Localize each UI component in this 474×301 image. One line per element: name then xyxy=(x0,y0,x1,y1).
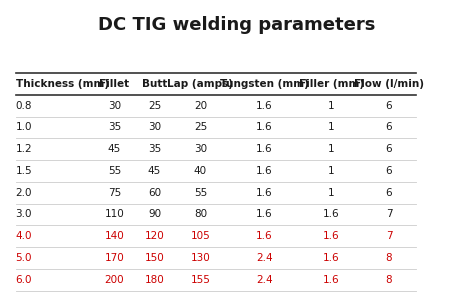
Text: 8: 8 xyxy=(386,253,392,263)
Text: Filler (mm): Filler (mm) xyxy=(299,79,364,89)
Text: Butt: Butt xyxy=(142,79,167,89)
Text: 6: 6 xyxy=(386,123,392,132)
Text: Fillet: Fillet xyxy=(100,79,129,89)
Text: 7: 7 xyxy=(386,231,392,241)
Text: Flow (l/min): Flow (l/min) xyxy=(354,79,424,89)
Text: 60: 60 xyxy=(148,188,161,198)
Text: 90: 90 xyxy=(148,209,161,219)
Text: 1.0: 1.0 xyxy=(16,123,32,132)
Text: 200: 200 xyxy=(105,275,124,285)
Text: 2.4: 2.4 xyxy=(256,275,273,285)
Text: 6: 6 xyxy=(386,188,392,198)
Text: 1.6: 1.6 xyxy=(256,166,273,176)
Text: 150: 150 xyxy=(145,253,164,263)
Text: 1.5: 1.5 xyxy=(16,166,32,176)
Text: 130: 130 xyxy=(191,253,210,263)
Text: Lap (amps): Lap (amps) xyxy=(167,79,234,89)
Text: 1.2: 1.2 xyxy=(16,144,32,154)
Text: 1.6: 1.6 xyxy=(256,231,273,241)
Text: 1.6: 1.6 xyxy=(323,275,339,285)
Text: 3.0: 3.0 xyxy=(16,209,32,219)
Text: 2.0: 2.0 xyxy=(16,188,32,198)
Text: 2.4: 2.4 xyxy=(256,253,273,263)
Text: 75: 75 xyxy=(108,188,121,198)
Text: 1.6: 1.6 xyxy=(256,209,273,219)
Text: 1.6: 1.6 xyxy=(256,144,273,154)
Text: 1.6: 1.6 xyxy=(323,231,339,241)
Text: 1: 1 xyxy=(328,101,335,111)
Text: 6.0: 6.0 xyxy=(16,275,32,285)
Text: 80: 80 xyxy=(194,209,207,219)
Text: 7: 7 xyxy=(386,209,392,219)
Text: 1.6: 1.6 xyxy=(256,188,273,198)
Text: 35: 35 xyxy=(108,123,121,132)
Text: 8: 8 xyxy=(386,275,392,285)
Text: 110: 110 xyxy=(105,209,124,219)
Text: 170: 170 xyxy=(105,253,124,263)
Text: 25: 25 xyxy=(194,123,207,132)
Text: 30: 30 xyxy=(108,101,121,111)
Text: 140: 140 xyxy=(105,231,124,241)
Text: 45: 45 xyxy=(108,144,121,154)
Text: 155: 155 xyxy=(191,275,210,285)
Text: 6: 6 xyxy=(386,101,392,111)
Text: 25: 25 xyxy=(148,101,161,111)
Text: 1: 1 xyxy=(328,123,335,132)
Text: 1.6: 1.6 xyxy=(256,101,273,111)
Text: 1.6: 1.6 xyxy=(323,209,339,219)
Text: 120: 120 xyxy=(145,231,164,241)
Text: 40: 40 xyxy=(194,166,207,176)
Text: 35: 35 xyxy=(148,144,161,154)
Text: 1.6: 1.6 xyxy=(256,123,273,132)
Text: 1: 1 xyxy=(328,188,335,198)
Text: 55: 55 xyxy=(194,188,207,198)
Text: 0.8: 0.8 xyxy=(16,101,32,111)
Text: 5.0: 5.0 xyxy=(16,253,32,263)
Text: 20: 20 xyxy=(194,101,207,111)
Text: 1.6: 1.6 xyxy=(323,253,339,263)
Text: 55: 55 xyxy=(108,166,121,176)
Text: 4.0: 4.0 xyxy=(16,231,32,241)
Text: 30: 30 xyxy=(148,123,161,132)
Text: 1: 1 xyxy=(328,166,335,176)
Text: 30: 30 xyxy=(194,144,207,154)
Text: 45: 45 xyxy=(148,166,161,176)
Text: 6: 6 xyxy=(386,144,392,154)
Text: 180: 180 xyxy=(145,275,164,285)
Text: 6: 6 xyxy=(386,166,392,176)
Text: DC TIG welding parameters: DC TIG welding parameters xyxy=(98,16,376,34)
Text: Tungsten (mm): Tungsten (mm) xyxy=(219,79,309,89)
Text: Thickness (mm): Thickness (mm) xyxy=(16,79,109,89)
Text: 1: 1 xyxy=(328,144,335,154)
Text: 105: 105 xyxy=(191,231,210,241)
